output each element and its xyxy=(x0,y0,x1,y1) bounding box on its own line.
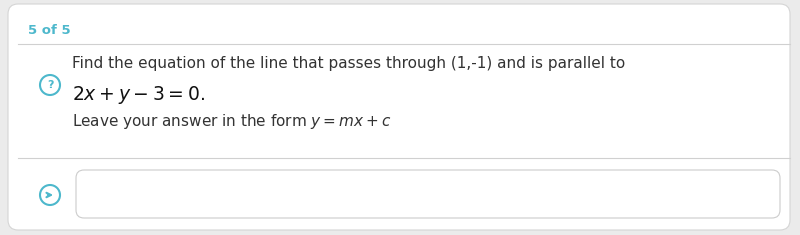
FancyBboxPatch shape xyxy=(76,170,780,218)
Text: Leave your answer in the form $y = mx + c$: Leave your answer in the form $y = mx + … xyxy=(72,112,391,131)
Text: $2x + y - 3 = 0.$: $2x + y - 3 = 0.$ xyxy=(72,84,205,106)
Text: 5 of 5: 5 of 5 xyxy=(28,24,70,37)
FancyBboxPatch shape xyxy=(8,4,790,230)
Text: Find the equation of the line that passes through (1,-1) and is parallel to: Find the equation of the line that passe… xyxy=(72,56,626,71)
Text: ?: ? xyxy=(46,80,54,90)
